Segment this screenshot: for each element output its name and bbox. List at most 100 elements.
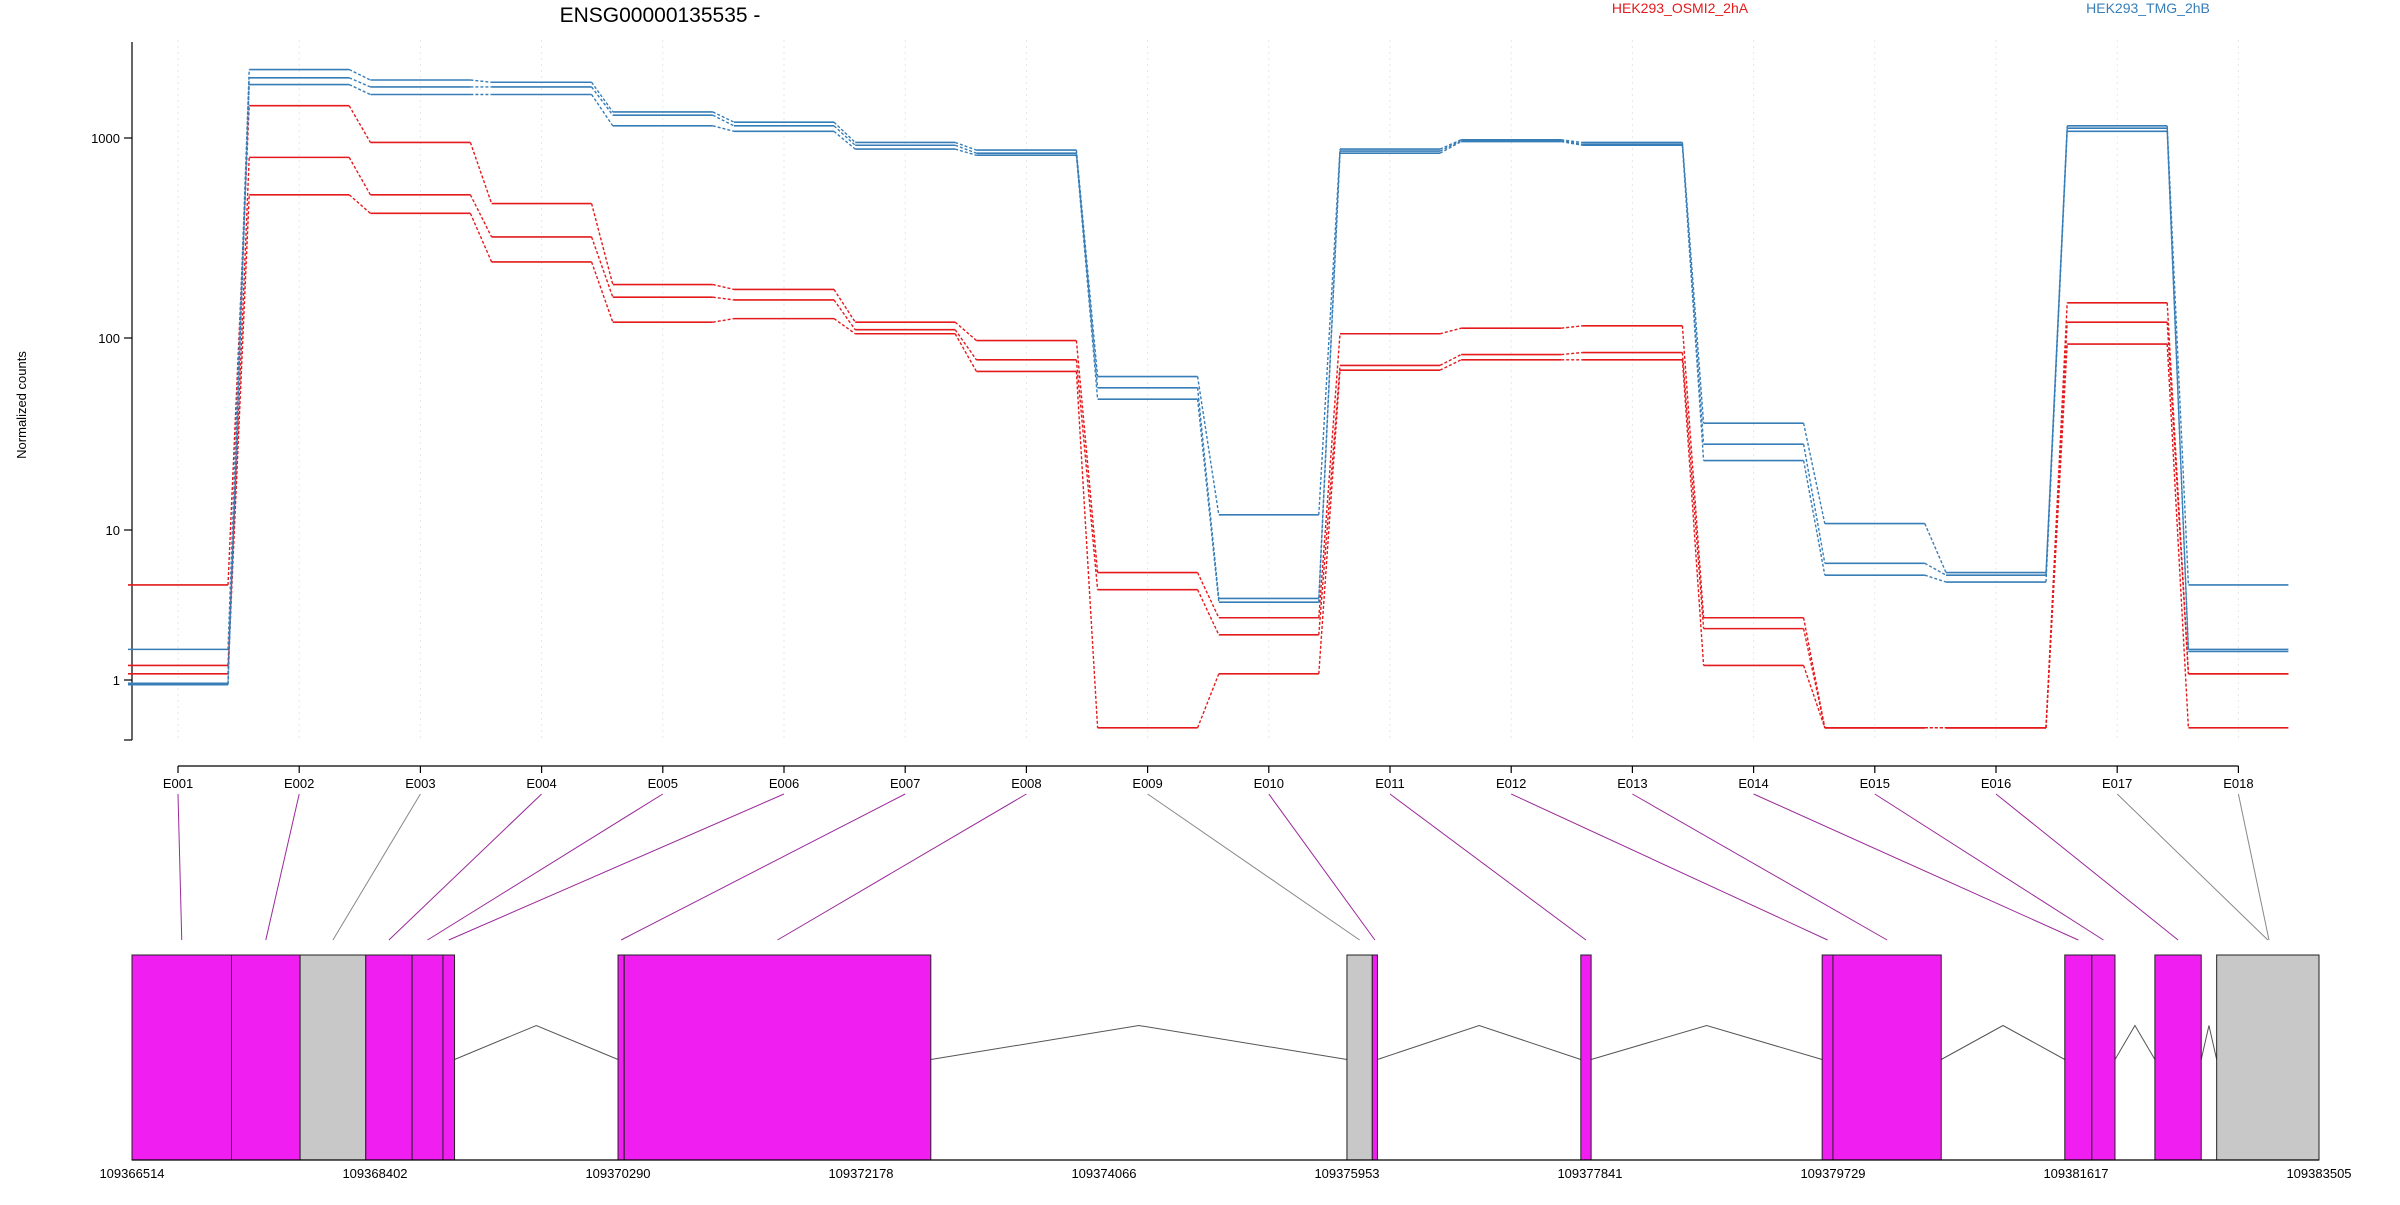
series-connector (1439, 140, 1462, 154)
exon-box (2064, 954, 2093, 1161)
series-connector (833, 318, 856, 335)
series-connector (469, 194, 493, 238)
series-connector (348, 77, 371, 88)
x-tick-label: E011 (1375, 776, 1404, 791)
exon-connector-line (1632, 793, 1888, 941)
exon-box (131, 954, 232, 1161)
series-connector (1075, 371, 1099, 728)
exon-connector-line (2116, 793, 2269, 941)
intron-line (2200, 1025, 2218, 1060)
series-connector (590, 236, 614, 298)
series-3 (128, 68, 2289, 651)
exon-connector-line (177, 793, 183, 941)
series-connector (712, 317, 735, 323)
x-tick-label: E007 (890, 776, 920, 791)
exon-connector-line (1995, 793, 2179, 941)
exon-box (2154, 954, 2202, 1161)
exon-box (1832, 954, 1942, 1161)
y-axis-label: Normalized counts (14, 351, 29, 459)
series-connector (2045, 344, 2068, 728)
gene-model: 109366514 109368402 109370290 109372178 1093… (99, 793, 2352, 1181)
exon-box (365, 954, 413, 1161)
y-tick-label: 10 (106, 523, 120, 538)
intron-line (930, 1024, 1348, 1060)
exon-box (1580, 954, 1592, 1161)
series-connector (955, 148, 977, 156)
exon-box (2091, 954, 2116, 1161)
coordinate-label: 109377841 (1557, 1166, 1622, 1181)
series-connector (2166, 344, 2190, 728)
series-connector (1196, 572, 1220, 619)
series-connector (227, 84, 250, 685)
series-layer (128, 68, 2289, 729)
series-connector (1561, 139, 1583, 145)
x-tick-label: E008 (1011, 776, 1041, 791)
coordinate-label: 109368402 (342, 1166, 407, 1181)
series-connector (1802, 665, 1826, 729)
series-connector (1924, 523, 1947, 573)
series-connector (227, 69, 250, 650)
exon-box (2216, 954, 2320, 1161)
exon-connector-line (265, 793, 300, 941)
exon-connector-line (1753, 793, 2079, 941)
exon-connector-line (1268, 793, 1376, 941)
series-connector (1681, 144, 1705, 445)
exon-connector-line (1389, 793, 1587, 941)
series-connector (954, 321, 977, 342)
series-connector (1439, 359, 1462, 371)
series-connector (1802, 423, 1826, 524)
series-connector (1318, 333, 1341, 618)
exon-connector-line (777, 793, 1027, 941)
series-connector (590, 261, 614, 323)
series-connector (1802, 628, 1826, 728)
exon-connector-line (427, 793, 664, 941)
series-connector (833, 289, 856, 323)
y-tick-label: 1 (113, 673, 120, 688)
series-connector (2045, 131, 2068, 583)
exon-box (623, 954, 932, 1161)
x-tick-label: E006 (769, 776, 799, 791)
series-connector (1681, 325, 1705, 618)
series-2 (128, 193, 2289, 729)
series-connector (1561, 139, 1583, 144)
series-4 (128, 76, 2289, 685)
series-connector (348, 157, 372, 196)
series-connector (1802, 617, 1826, 728)
series-connector (954, 333, 978, 372)
exon-connector-line (1510, 793, 1828, 941)
series-connector (348, 83, 371, 96)
series-connector (470, 79, 492, 83)
series-connector (469, 142, 493, 204)
series-connector (2166, 322, 2190, 674)
series-connector (1681, 145, 1705, 461)
coordinate-label: 109370290 (585, 1166, 650, 1181)
x-tick-label: E003 (405, 776, 435, 791)
series-connector (954, 144, 977, 154)
exon-box (1346, 954, 1373, 1161)
series-connector (1681, 359, 1705, 666)
series-connector (1802, 460, 1826, 576)
coordinate-label: 109366514 (99, 1166, 164, 1181)
exon-connector-line (2237, 793, 2270, 941)
series-connector (2045, 128, 2068, 576)
exon-box (411, 954, 444, 1161)
exon-connector-line (1874, 793, 2104, 941)
series-connector (2166, 131, 2190, 652)
series-connector (1439, 139, 1462, 150)
x-tick-label: E001 (163, 776, 193, 791)
y-tick-label: 100 (98, 331, 120, 346)
coordinate-label: 109374066 (1071, 1166, 1136, 1181)
legend-label-osmi2: HEK293_OSMI2_2hA (1612, 0, 1749, 16)
exon-box (1371, 954, 1378, 1161)
y-tick-label: 1000 (91, 131, 120, 146)
grid-layer (177, 40, 2239, 740)
series-connector (1196, 376, 1220, 515)
series-connector (1318, 149, 1341, 515)
exon-connector-line (332, 793, 421, 941)
series-connector (348, 105, 372, 143)
x-tick-label: E010 (1254, 776, 1284, 791)
intron-line (1590, 1024, 1823, 1060)
series-connector (591, 86, 614, 116)
series-connector (712, 296, 735, 301)
x-tick-label: E005 (648, 776, 678, 791)
